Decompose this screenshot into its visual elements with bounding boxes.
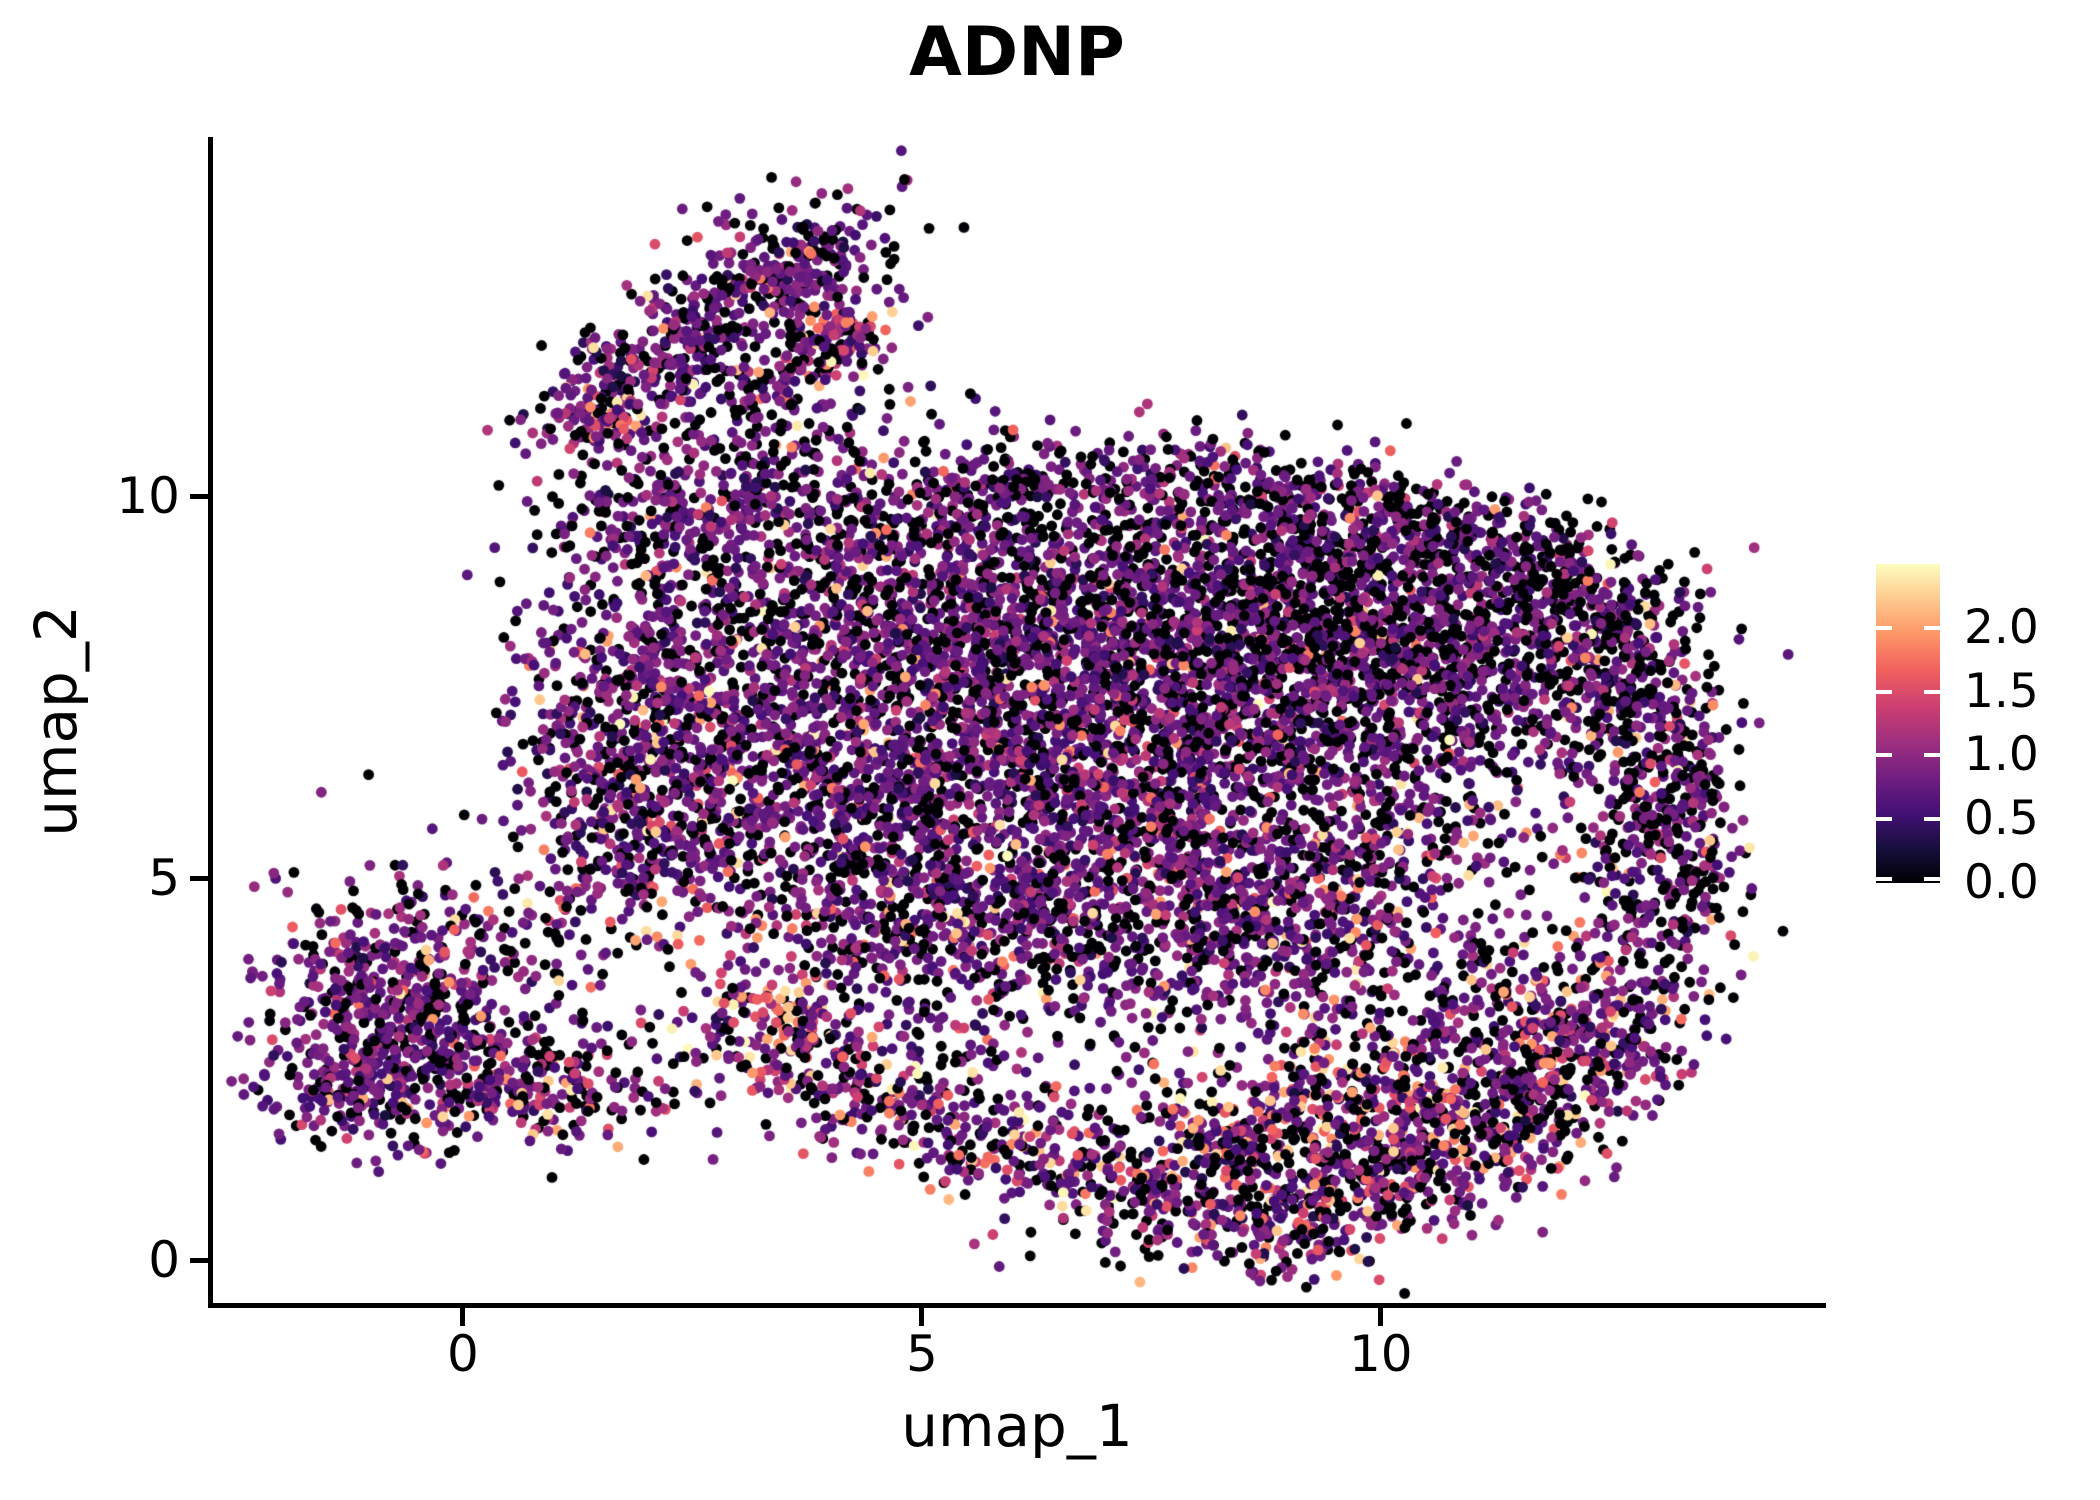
colorbar-gradient [1876, 564, 1940, 883]
x-tick-label: 5 [905, 1325, 938, 1383]
x-tick-mark [460, 1308, 466, 1326]
x-axis-label: umap_1 [901, 1392, 1133, 1460]
colorbar-tick-label: 2.0 [1964, 599, 2039, 655]
colorbar-tick-mark [1876, 689, 1892, 694]
chart-title: ADNP [909, 13, 1125, 92]
colorbar-tick-mark [1876, 753, 1892, 758]
x-axis-line [208, 1303, 1826, 1308]
colorbar-tick-mark [1924, 753, 1940, 758]
x-tick-mark [1378, 1308, 1384, 1326]
colorbar-tick-mark [1876, 625, 1892, 630]
colorbar-tick-mark [1876, 817, 1892, 822]
x-tick-mark [919, 1308, 925, 1326]
y-tick-label: 0 [148, 1231, 180, 1289]
colorbar-tick-label: 1.0 [1964, 727, 2039, 783]
y-tick-label: 10 [116, 467, 180, 525]
colorbar-tick-mark [1876, 877, 1892, 881]
colorbar-tick-mark [1924, 625, 1940, 630]
colorbar-tick-mark [1924, 877, 1940, 881]
y-tick-mark [190, 493, 208, 499]
colorbar-tick-label: 1.5 [1964, 663, 2039, 719]
y-tick-mark [190, 1257, 208, 1263]
colorbar-tick-mark [1924, 817, 1940, 822]
colorbar-tick-label: 0.0 [1964, 855, 2039, 910]
y-tick-label: 5 [148, 849, 180, 907]
x-tick-label: 0 [447, 1325, 479, 1383]
y-axis-label: umap_2 [22, 605, 90, 837]
colorbar-tick-mark [1924, 689, 1940, 694]
y-tick-mark [190, 875, 208, 881]
y-axis-line [208, 137, 213, 1308]
x-tick-label: 10 [1348, 1325, 1413, 1383]
colorbar-tick-label: 0.5 [1964, 791, 2039, 847]
